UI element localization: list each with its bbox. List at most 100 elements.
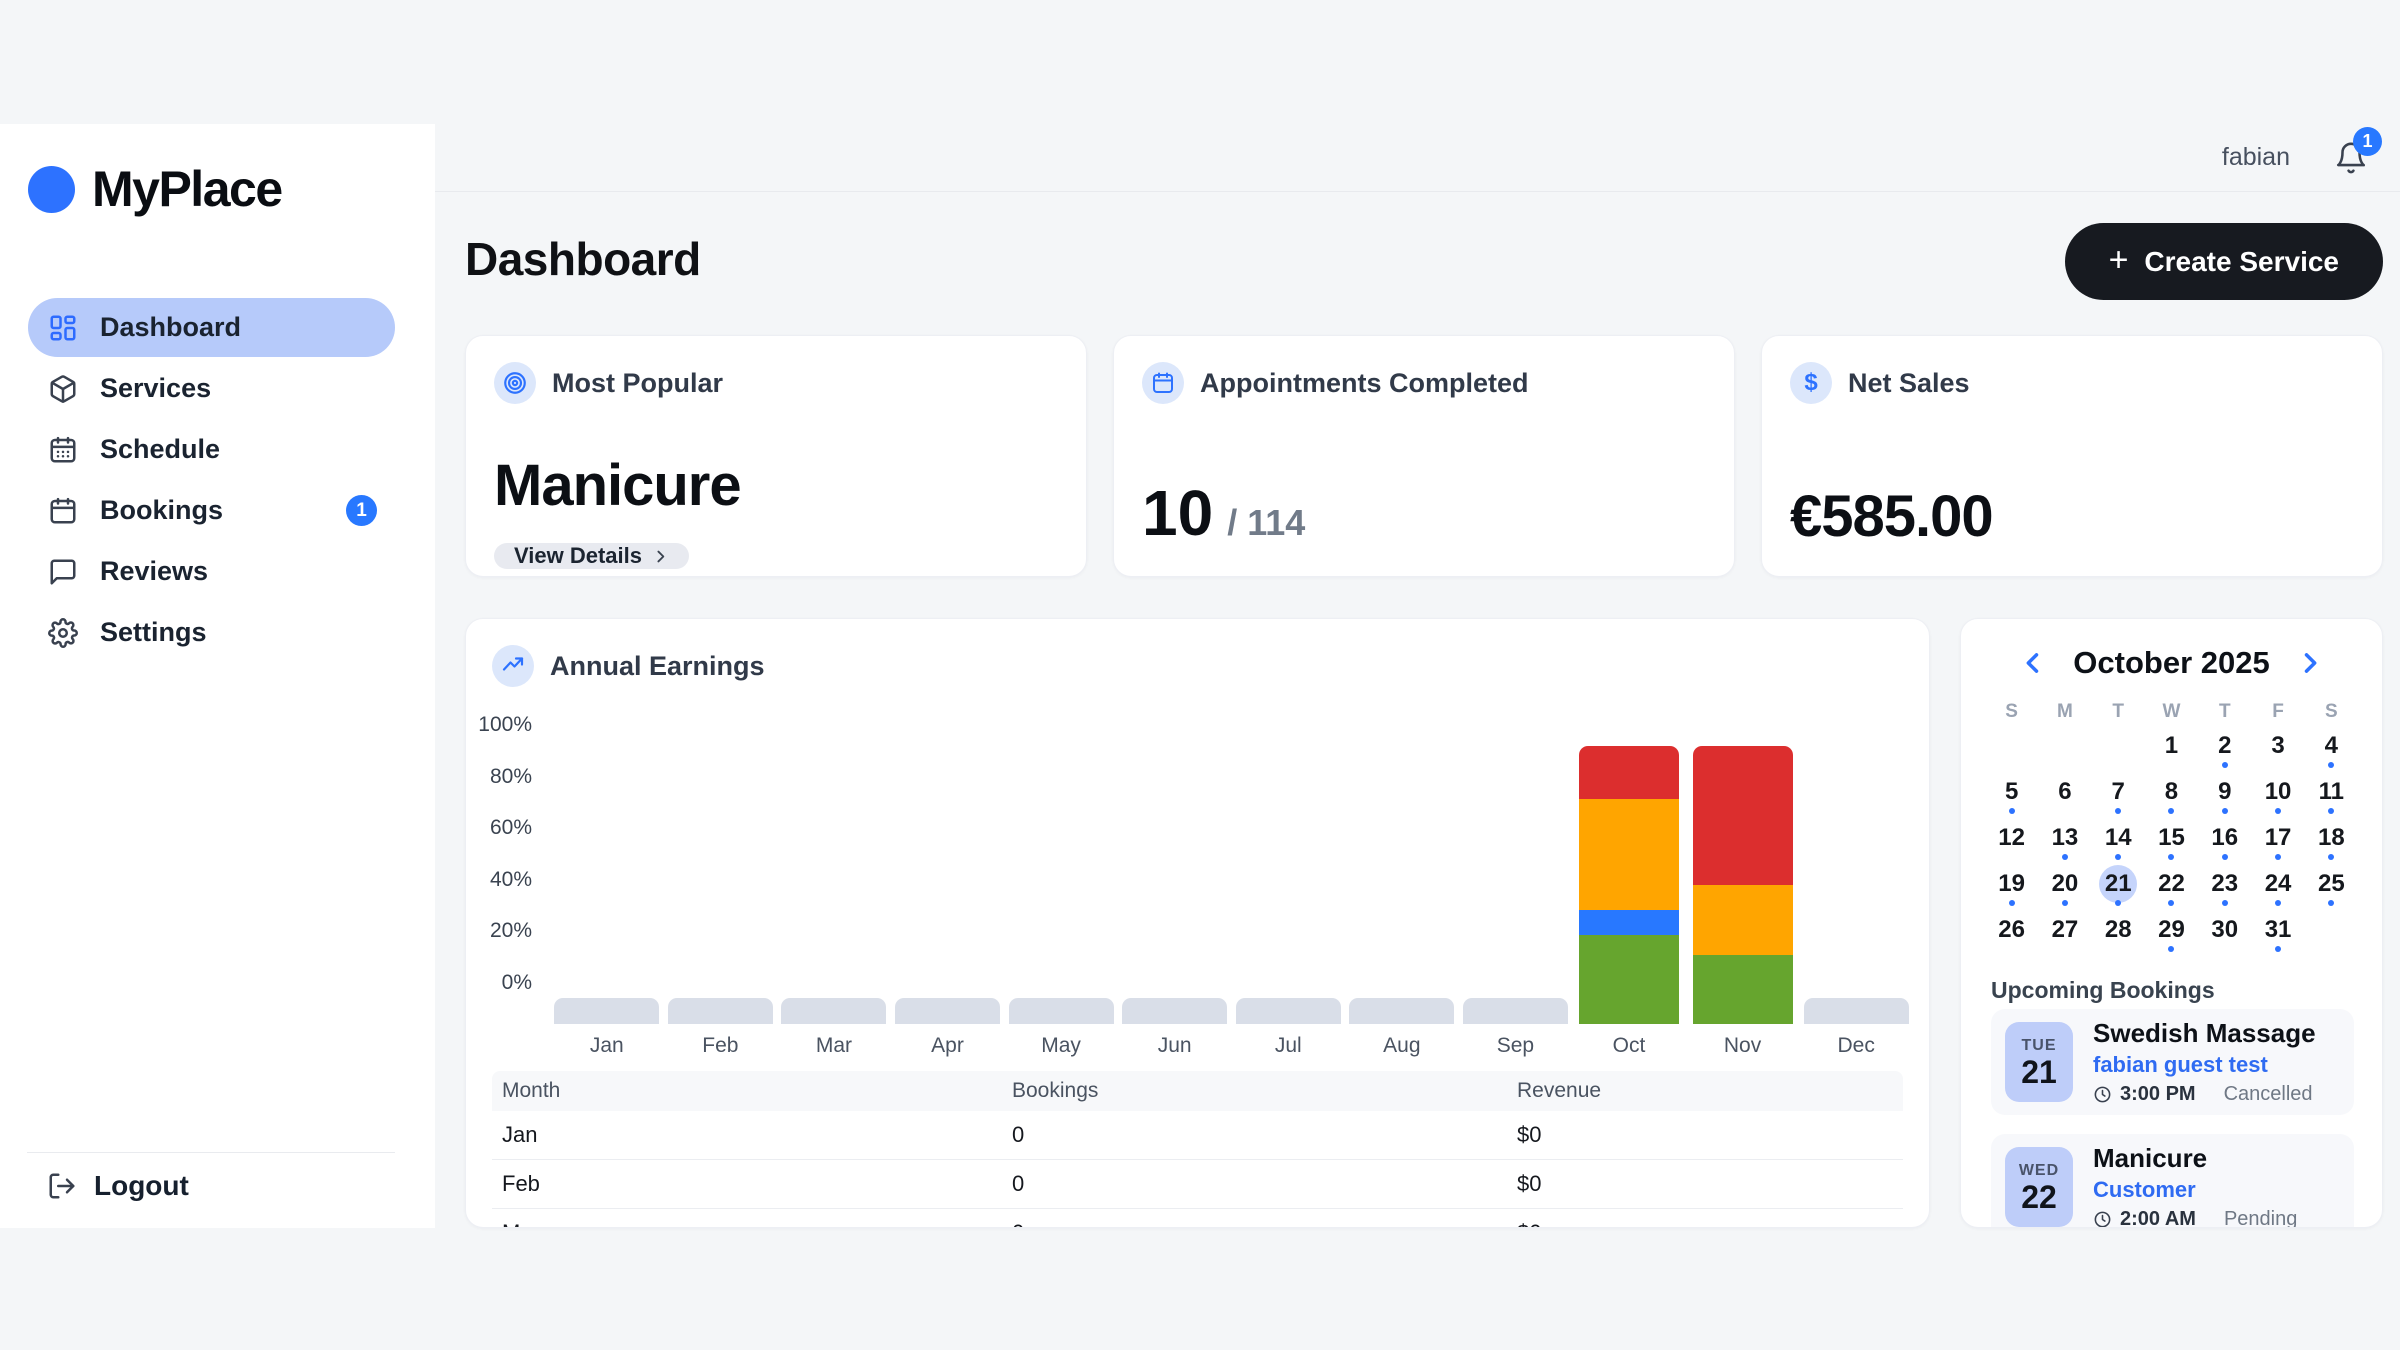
x-axis-label: Aug xyxy=(1383,1034,1421,1057)
day-number: 2 xyxy=(2218,732,2232,759)
stacked-bar xyxy=(1692,746,1793,1024)
y-axis-tick: 20% xyxy=(489,919,532,942)
day-number: 26 xyxy=(1998,916,2025,943)
calendar-day-28[interactable]: 28 xyxy=(2092,907,2145,953)
net-sales-value: €585.00 xyxy=(1790,484,1994,549)
booking-dot xyxy=(2221,854,2228,860)
calendar-day-3[interactable]: 3 xyxy=(2251,723,2304,769)
view-details-button[interactable]: View Details xyxy=(494,543,689,569)
chart-column-apr xyxy=(891,998,1005,1024)
create-service-label: Create Service xyxy=(2144,245,2339,277)
x-axis: Jan Feb Mar Apr May Jun Jul Aug Sep Oct Nov Dec xyxy=(550,1034,1913,1058)
booking-customer-link[interactable]: Customer xyxy=(2093,1177,2196,1202)
calendar-day-27[interactable]: 27 xyxy=(2038,907,2091,953)
calendar-day-13[interactable]: 13 xyxy=(2038,815,2091,861)
day-number: 20 xyxy=(2051,870,2079,897)
calendar-day-30[interactable]: 30 xyxy=(2198,907,2251,953)
day-number: 5 xyxy=(2004,778,2019,805)
calendar-day-25[interactable]: 25 xyxy=(2305,861,2358,907)
calendar-day-21[interactable]: 21 xyxy=(2092,861,2145,907)
calendar-day-12[interactable]: 12 xyxy=(1985,815,2038,861)
calendar-day-7[interactable]: 7 xyxy=(2092,769,2145,815)
sidebar-item-reviews[interactable]: Reviews xyxy=(28,542,395,601)
x-axis-label: Mar xyxy=(815,1034,853,1057)
calendar-prev-button[interactable] xyxy=(2019,649,2047,677)
booking-dot xyxy=(2061,854,2068,860)
calendar-day-14[interactable]: 14 xyxy=(2092,815,2145,861)
calendar-day-19[interactable]: 19 xyxy=(1985,861,2038,907)
calendar-day-1[interactable]: 1 xyxy=(2145,723,2198,769)
calendar-day-23[interactable]: 23 xyxy=(2198,861,2251,907)
chart-column-sep xyxy=(1459,998,1573,1024)
notifications-button[interactable]: 1 xyxy=(2334,126,2382,175)
calendar-day-16[interactable]: 16 xyxy=(2198,815,2251,861)
sidebar-item-bookings[interactable]: Bookings 1 xyxy=(28,481,395,540)
stat-label: Most Popular xyxy=(552,367,724,398)
calendar-day-22[interactable]: 22 xyxy=(2145,861,2198,907)
calendar-day-4[interactable]: 4 xyxy=(2305,723,2358,769)
day-number: 23 xyxy=(2211,870,2239,897)
x-axis-label: May xyxy=(1041,1034,1081,1057)
calendar-day-10[interactable]: 10 xyxy=(2251,769,2304,815)
booking-item[interactable]: WED 22 Manicure Customer 2:00 AM Pending xyxy=(1991,1134,2354,1227)
calendar-day-29[interactable]: 29 xyxy=(2145,907,2198,953)
y-axis-tick: 80% xyxy=(489,764,532,788)
username: fabian xyxy=(2221,143,2290,171)
weekday-label: F xyxy=(2272,701,2284,722)
sidebar-item-schedule[interactable]: Schedule xyxy=(28,420,395,479)
booking-customer-link[interactable]: fabian guest test xyxy=(2093,1052,2268,1077)
chat-icon xyxy=(48,557,78,587)
earnings-table-col-header: Bookings xyxy=(1012,1079,1099,1102)
view-details-label: View Details xyxy=(514,543,642,568)
day-number: 14 xyxy=(2104,824,2132,851)
booking-dot xyxy=(2275,854,2282,860)
booking-dot xyxy=(2061,900,2068,906)
calendar-day-11[interactable]: 11 xyxy=(2305,769,2358,815)
logout-label: Logout xyxy=(94,1170,189,1201)
bar-stub xyxy=(667,998,773,1024)
sidebar-item-services[interactable]: Services xyxy=(28,359,395,418)
day-number: 27 xyxy=(2051,916,2079,943)
booking-item[interactable]: TUE 21 Swedish Massage fabian guest test 3:0… xyxy=(1991,1009,2354,1115)
gear-icon xyxy=(48,617,78,648)
chart-column-nov xyxy=(1686,746,1800,1024)
create-service-button[interactable]: + Create Service xyxy=(2064,223,2383,300)
booking-dot xyxy=(2115,854,2122,860)
calendar-day-9[interactable]: 9 xyxy=(2198,769,2251,815)
weekday-label: M xyxy=(2057,701,2073,722)
day-number: 18 xyxy=(2317,824,2345,851)
weekday-label: S xyxy=(2005,701,2018,722)
stat-card-appointments: Appointments Completed 10 / 114 xyxy=(1113,335,1735,577)
sidebar-item-dashboard[interactable]: Dashboard xyxy=(28,298,395,357)
booking-dot xyxy=(2168,900,2175,906)
calendar-empty-cell xyxy=(1985,723,2038,769)
earnings-table-cell: 0 xyxy=(1012,1171,1025,1196)
selected-day: 21 xyxy=(2099,865,2138,903)
calendar-day-24[interactable]: 24 xyxy=(2251,861,2304,907)
booking-status: Cancelled xyxy=(2223,1083,2313,1105)
calendar-day-6[interactable]: 6 xyxy=(2038,769,2091,815)
day-number: 7 xyxy=(2111,778,2125,805)
stat-card-most-popular: Most Popular Manicure View Details xyxy=(465,335,1087,577)
calendar-day-26[interactable]: 26 xyxy=(1985,907,2038,953)
day-number: 29 xyxy=(2158,916,2185,943)
weekday-label: T xyxy=(2218,701,2231,722)
sidebar-item-label: Schedule xyxy=(100,434,221,464)
calendar-day-17[interactable]: 17 xyxy=(2251,815,2304,861)
chart-column-mar xyxy=(777,998,891,1024)
calendar-day-2[interactable]: 2 xyxy=(2198,723,2251,769)
notification-badge: 1 xyxy=(2353,126,2382,156)
earnings-table-cell: 0 xyxy=(1012,1122,1025,1147)
booking-dot xyxy=(2115,808,2122,814)
logout-button[interactable]: Logout xyxy=(47,1170,189,1202)
calendar-day-5[interactable]: 5 xyxy=(1985,769,2038,815)
calendar-day-8[interactable]: 8 xyxy=(2145,769,2198,815)
calendar-day-31[interactable]: 31 xyxy=(2251,907,2304,953)
calendar-day-15[interactable]: 15 xyxy=(2145,815,2198,861)
calendar-day-20[interactable]: 20 xyxy=(2038,861,2091,907)
day-number: 31 xyxy=(2264,916,2292,943)
calendar-next-button[interactable] xyxy=(2296,649,2324,677)
sidebar-item-settings[interactable]: Settings xyxy=(28,603,395,662)
calendar-day-18[interactable]: 18 xyxy=(2305,815,2358,861)
